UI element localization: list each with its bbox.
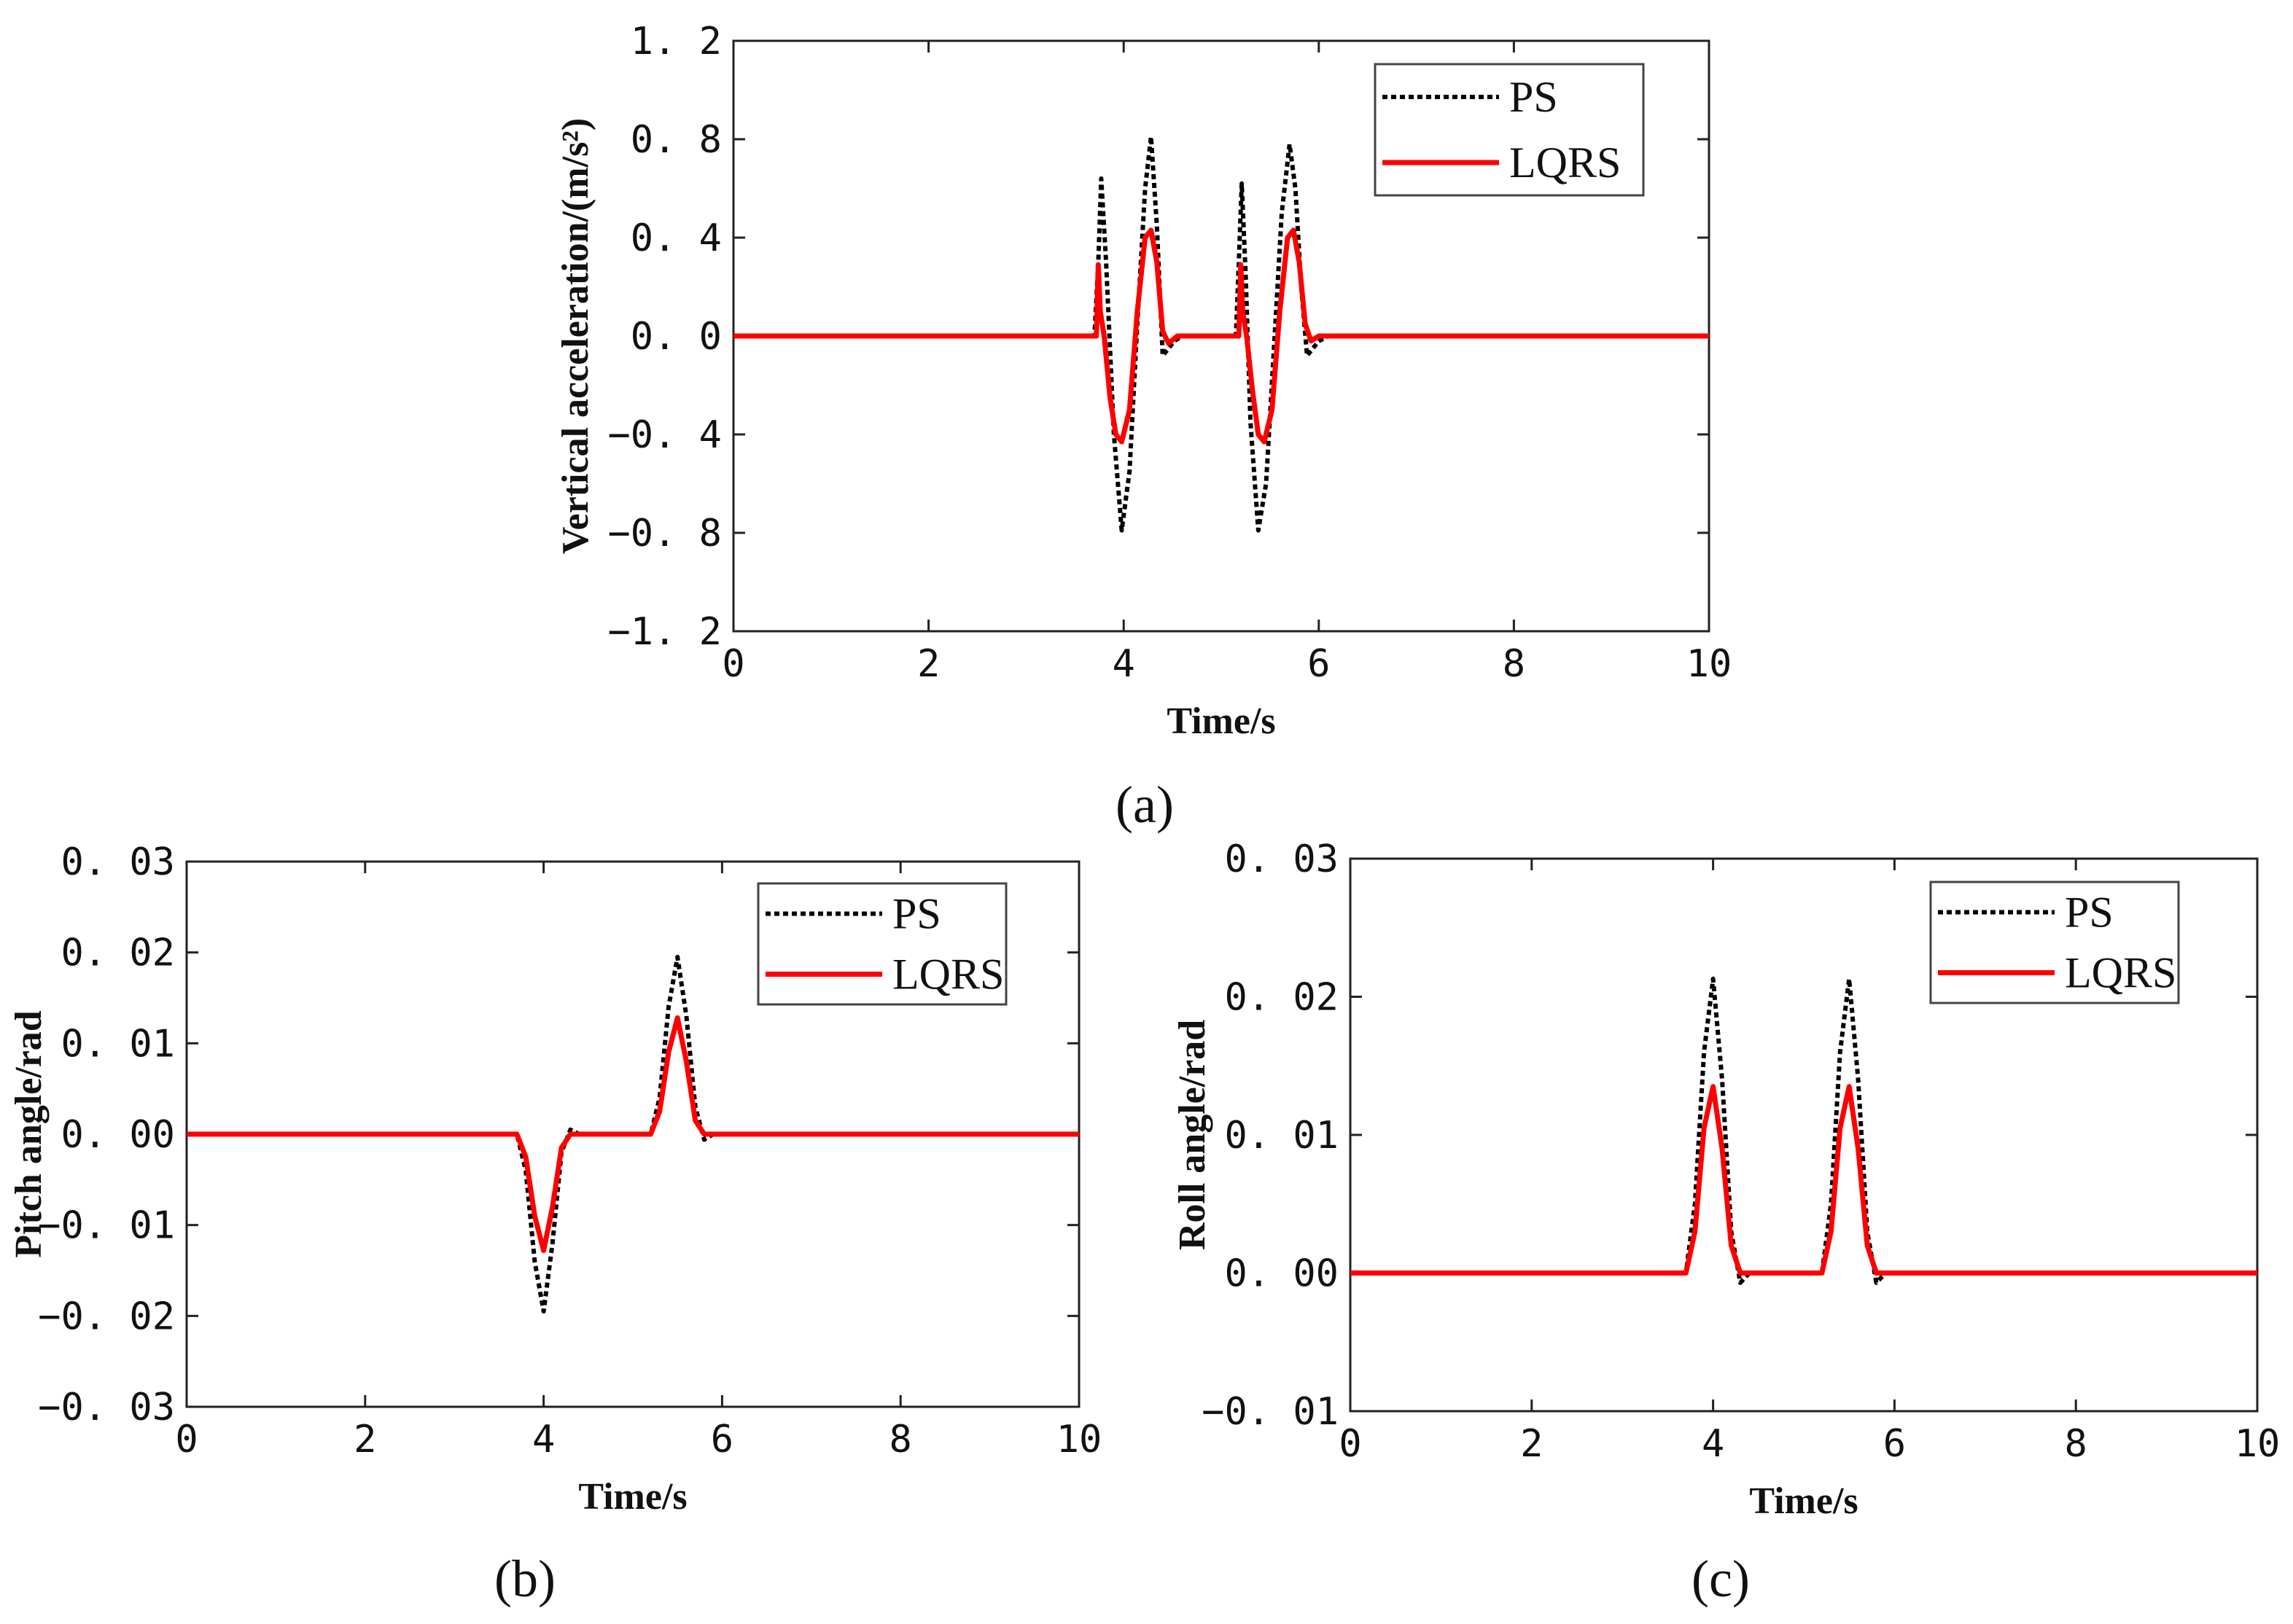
legend-label-lqrs: LQRS [2065,949,2176,997]
panel-caption: (b) [494,1550,556,1608]
y-tick-label: 0. 03 [1224,838,1339,881]
legend: PS LQRS [1374,63,1645,197]
legend-box [1929,881,2180,1004]
x-tick-label: 4 [1702,1422,1724,1466]
x-tick-label: 8 [889,1418,912,1461]
y-tick-label: −0. 4 [607,413,722,457]
x-tick-label: 10 [1686,642,1732,686]
x-tick-label: 6 [1307,642,1330,686]
y-tick-label: 1. 2 [631,20,722,63]
x-tick-label: 0 [1339,1422,1361,1466]
y-tick-label: −0. 01 [38,1204,175,1248]
x-tick-label: 8 [2065,1422,2087,1466]
x-tick-label: 2 [917,642,940,686]
legend-label-ps: PS [2065,889,2114,937]
x-tick-label: 6 [711,1418,733,1461]
series-line-lqrs [1350,1084,2257,1276]
chart-panel-c: −0. 01 0. 00 0. 01 0. 02 0. 03 0 2 4 6 8 10 Time/s R… [1172,838,2280,1608]
y-axis-title: Pitch angle/rad [8,1010,50,1258]
x-axis-title: Time/s [578,1476,687,1518]
y-tick-label: −0. 01 [1202,1390,1339,1434]
x-tick-label: 2 [354,1418,376,1461]
x-tick-label: 0 [722,642,744,686]
panel-caption: (a) [1116,776,1174,834]
series-line-lqrs [187,1015,1079,1254]
x-tick-label: 6 [1883,1422,1906,1466]
y-tick-label: 0. 00 [1224,1252,1339,1296]
y-axis-title: Roll angle/rad [1172,1020,1213,1250]
x-tick-label: 10 [2235,1422,2281,1466]
x-tick-label: 4 [1113,642,1135,686]
legend: PS LQRS [757,882,1008,1006]
legend-label-lqrs: LQRS [1509,138,1621,187]
y-tick-label: 0. 02 [1224,976,1339,1020]
y-tick-label: 0. 8 [631,118,722,162]
legend-label-ps: PS [892,890,941,938]
legend-label-ps: PS [1509,73,1558,121]
y-tick-label: −0. 03 [38,1386,175,1429]
y-tick-label: −1. 2 [607,610,722,654]
x-tick-label: 8 [1503,642,1525,686]
y-tick-label: 0. 01 [1224,1114,1339,1158]
x-tick-label: 2 [1520,1422,1543,1466]
y-tick-label: −0. 8 [607,512,722,555]
x-axis-title: Time/s [1749,1480,1858,1522]
legend-box [1374,63,1645,197]
legend-box [757,882,1008,1006]
y-tick-label: 0. 0 [631,315,722,359]
chart-panel-b: −0. 03 −0. 02 −0. 01 0. 00 0. 01 0. 02 0. 03 0 2… [8,840,1102,1608]
x-tick-label: 4 [532,1418,555,1461]
legend: PS LQRS [1929,881,2180,1004]
y-tick-label: 0. 02 [61,932,175,975]
x-tick-label: 0 [175,1418,198,1461]
legend-label-lqrs: LQRS [892,950,1004,999]
series-line-lqrs [733,227,1709,445]
x-tick-label: 10 [1056,1418,1102,1461]
y-tick-label: 0. 01 [61,1022,175,1066]
y-tick-label: 0. 03 [61,840,175,884]
panel-caption: (c) [1691,1550,1750,1608]
y-tick-label: 0. 00 [61,1113,175,1157]
y-tick-label: −0. 02 [38,1295,175,1338]
chart-panel-a: −1. 2 −0. 8 −0. 4 0. 0 0. 4 0. 8 1. 2 0 2 4 6 8 10 Ti… [555,20,1732,834]
y-axis-title: Vertical acceleration/(m/s²) [555,118,596,554]
y-tick-label: 0. 4 [631,216,722,260]
x-axis-title: Time/s [1167,700,1275,742]
